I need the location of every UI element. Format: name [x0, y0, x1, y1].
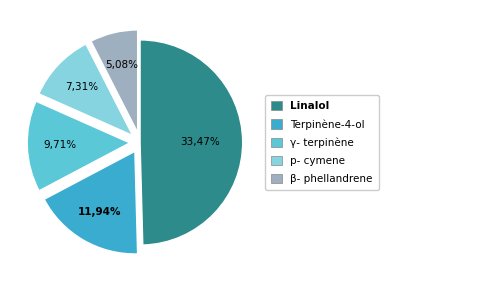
Wedge shape [140, 40, 242, 245]
Text: 9,71%: 9,71% [43, 140, 77, 150]
Text: 5,08%: 5,08% [105, 60, 138, 70]
Wedge shape [44, 151, 138, 254]
Wedge shape [39, 44, 133, 135]
Text: 33,47%: 33,47% [180, 137, 219, 147]
Text: 7,31%: 7,31% [65, 82, 99, 93]
Wedge shape [27, 101, 130, 191]
Wedge shape [91, 30, 138, 133]
Legend: Linalol, Terpinène-4-ol, γ- terpinène, p- cymene, β- phellandrene: Linalol, Terpinène-4-ol, γ- terpinène, p… [265, 95, 379, 190]
Text: 11,94%: 11,94% [78, 207, 121, 217]
